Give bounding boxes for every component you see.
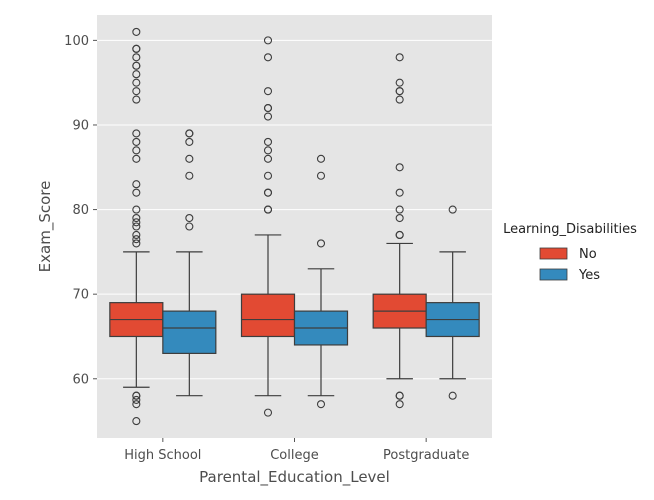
outlier-point	[132, 213, 141, 223]
outlier-point	[132, 44, 141, 53]
outlier-point	[132, 218, 141, 227]
box-yes-college	[293, 154, 349, 409]
plot-area	[97, 15, 492, 438]
x-tick-label: Postgraduate	[383, 448, 469, 463]
outlier-point	[132, 188, 141, 197]
outlier-point	[185, 213, 194, 223]
outlier-point	[185, 222, 194, 231]
box-yes-postgraduate	[425, 205, 480, 400]
box-groups	[109, 27, 480, 426]
outlier-point	[132, 137, 141, 146]
outlier-point	[132, 180, 141, 189]
y-tick-label: 60	[72, 372, 89, 387]
outlier-point	[132, 417, 141, 426]
outlier-point	[263, 146, 273, 155]
legend-title: Learning_Disabilities	[503, 222, 637, 237]
outlier-point	[185, 171, 194, 180]
outlier-point	[132, 61, 141, 70]
outlier-point	[132, 205, 141, 214]
outlier-point	[263, 154, 273, 163]
outlier-point	[132, 53, 141, 62]
box-yes-high-school	[162, 129, 217, 397]
outlier-point	[395, 78, 404, 87]
outlier-point	[395, 230, 404, 240]
y-axis: 60 70 80 90 100	[64, 34, 97, 387]
outlier-point	[132, 87, 141, 96]
outlier-point	[132, 400, 141, 409]
outlier-point	[132, 222, 141, 231]
outlier-point	[395, 400, 404, 409]
outlier-point	[316, 400, 326, 409]
outlier-point	[263, 171, 273, 180]
outlier-point	[448, 391, 457, 400]
outlier-point	[263, 87, 273, 96]
outlier-point	[316, 171, 326, 180]
iqr-box	[240, 293, 296, 338]
outlier-point	[316, 154, 326, 163]
outlier-point	[263, 408, 273, 417]
outlier-point	[132, 239, 141, 248]
legend-swatch-no	[539, 247, 568, 260]
outlier-point	[395, 391, 404, 400]
x-tick-label: College	[270, 448, 319, 463]
y-tick-label: 70	[72, 288, 89, 303]
x-axis-title: Parental_Education_Level	[199, 468, 390, 487]
outlier-point	[395, 205, 404, 214]
outlier-point	[316, 239, 326, 248]
legend-label-no: No	[579, 247, 597, 262]
outlier-point	[395, 53, 404, 62]
outlier-point	[395, 87, 404, 96]
outlier-point	[132, 154, 141, 163]
outlier-point	[395, 95, 404, 104]
legend: Learning_Disabilities No Yes	[503, 222, 637, 283]
y-tick-label: 80	[72, 203, 89, 218]
outlier-point	[263, 36, 273, 45]
box-no-college	[240, 36, 296, 417]
outlier-point	[132, 235, 141, 244]
outlier-point	[263, 188, 273, 197]
x-axis: High School College Postgraduate	[124, 438, 469, 463]
outlier-point	[185, 154, 194, 163]
y-tick-label: 90	[72, 118, 89, 133]
outlier-point	[185, 137, 194, 146]
outlier-point	[263, 112, 273, 121]
outlier-point	[185, 129, 194, 138]
outlier-point	[132, 395, 141, 404]
outlier-point	[263, 104, 273, 113]
y-axis-title: Exam_Score	[36, 181, 55, 273]
outlier-point	[263, 205, 273, 214]
outlier-point	[132, 391, 141, 400]
y-tick-label: 100	[64, 34, 89, 49]
outlier-point	[132, 95, 141, 104]
outlier-point	[395, 213, 404, 223]
outlier-point	[263, 53, 273, 62]
legend-label-yes: Yes	[578, 268, 600, 283]
box-no-postgraduate	[372, 53, 427, 409]
x-tick-label: High School	[124, 448, 201, 463]
legend-swatch-yes	[539, 268, 568, 281]
outlier-point	[132, 129, 141, 138]
outlier-point	[132, 146, 141, 155]
outlier-point	[132, 70, 141, 79]
outlier-point	[132, 78, 141, 87]
iqr-box	[162, 310, 217, 355]
outlier-point	[132, 230, 141, 240]
outlier-point	[448, 205, 457, 214]
outlier-point	[263, 137, 273, 146]
outlier-point	[395, 188, 404, 197]
outlier-point	[395, 163, 404, 172]
outlier-point	[132, 27, 141, 36]
